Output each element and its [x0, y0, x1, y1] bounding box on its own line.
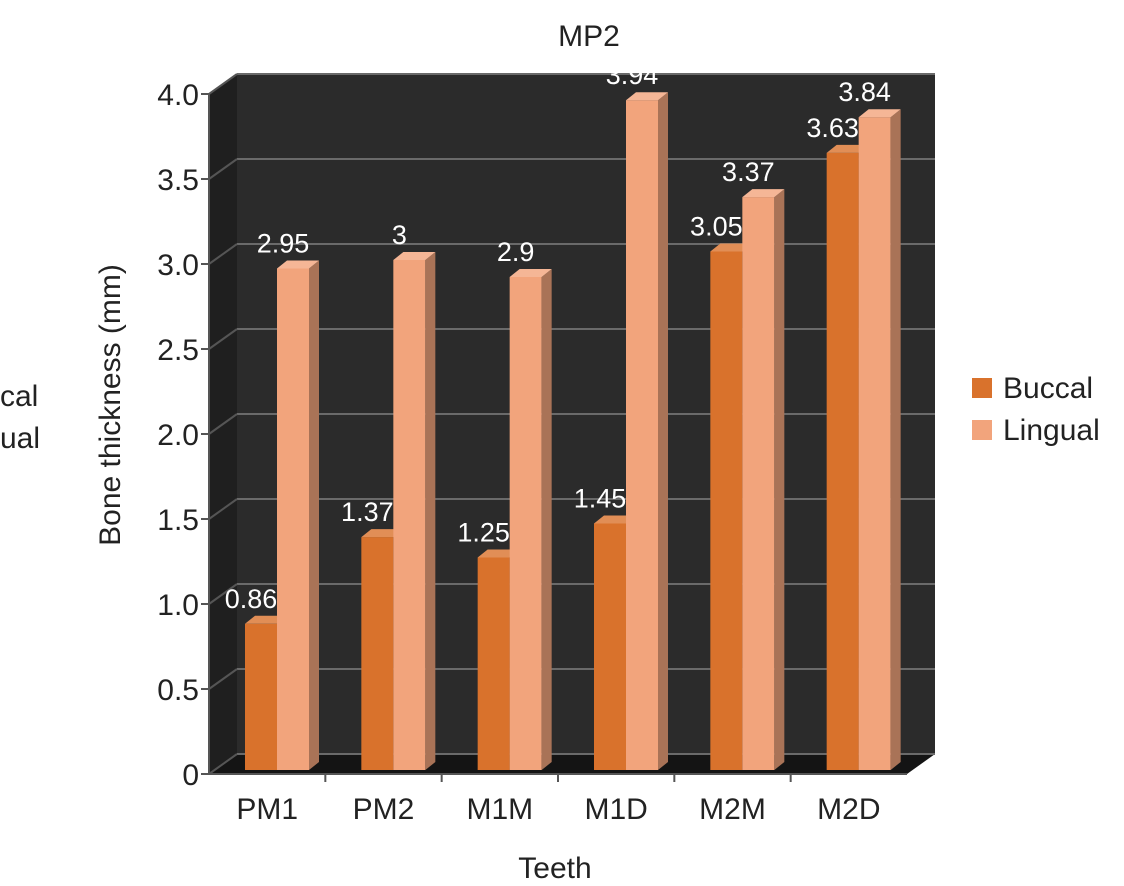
bar-front	[826, 152, 859, 770]
data-label: 3.37	[722, 157, 775, 187]
legend: Buccal Lingual	[972, 372, 1100, 447]
y-tick-label: 0.5	[157, 674, 199, 707]
bar-front	[509, 277, 542, 770]
y-tick-label: 4.0	[157, 79, 199, 112]
bar-front	[393, 260, 426, 770]
gridline-side	[208, 328, 238, 350]
y-tick-label: 1.0	[157, 589, 199, 622]
gridline-side	[208, 668, 238, 690]
bar-lingual-m2d	[858, 109, 901, 770]
gridline-side	[208, 73, 238, 95]
y-tick-label: 3.0	[157, 249, 199, 282]
y-tick-label: 2.0	[157, 419, 199, 452]
bar-side	[774, 189, 785, 771]
plot-area: 0 0.5 1.0 1.5 2.0 2.5 3.0 3.5 4.0 PM1 0.86 2.95 PM2 1…	[157, 60, 935, 826]
bar-side	[658, 92, 668, 770]
data-label: 2.9	[497, 237, 535, 267]
legend-swatch-buccal	[972, 378, 992, 398]
x-tick-label: M1D	[584, 793, 647, 826]
x-tick-label: M1M	[466, 793, 533, 826]
gridline-side	[208, 413, 238, 435]
bar-lingual-pm1	[277, 260, 319, 770]
data-label: 1.25	[457, 518, 510, 548]
data-label: 1.45	[574, 484, 627, 514]
bar-front	[626, 100, 658, 770]
bar-front	[710, 251, 743, 770]
gridline-side	[208, 158, 238, 180]
x-tick-label: PM1	[236, 793, 298, 826]
bar-front	[858, 117, 891, 770]
legend-label-lingual: Lingual	[1003, 414, 1100, 447]
bar-top	[393, 252, 436, 260]
legend-label-buccal: Buccal	[1003, 372, 1093, 405]
data-label: 1.37	[341, 497, 394, 527]
bar-front	[477, 557, 510, 770]
bar-lingual-m2m	[742, 189, 785, 771]
bar-top	[509, 269, 552, 277]
x-tick-label: M2M	[699, 793, 766, 826]
gridline-side	[208, 753, 238, 775]
bar-lingual-m1d	[626, 92, 668, 770]
y-tick-label: 1.5	[157, 504, 199, 537]
bar-top	[361, 529, 404, 538]
data-label: 3.05	[690, 212, 743, 242]
bar-top	[477, 549, 520, 558]
bar-top	[277, 260, 319, 269]
y-tick-label: 2.5	[157, 334, 199, 367]
bar-lingual-m1m	[509, 269, 552, 770]
y-axis-title: Bone thickness (mm)	[94, 264, 127, 546]
bar-top	[710, 243, 753, 252]
legend-swatch-lingual	[972, 420, 992, 440]
data-label: 3.94	[606, 60, 659, 90]
y-tick-label: 3.5	[157, 164, 199, 197]
x-axis-title: Teeth	[518, 852, 591, 885]
x-tick-label: PM2	[353, 793, 415, 826]
left-cutoff-legend-lingual: ual	[0, 422, 41, 455]
gridline-side	[208, 243, 238, 265]
bar-top	[594, 515, 636, 524]
gridline-side	[208, 498, 238, 520]
bar-side	[541, 269, 552, 770]
x-tick-label: M2D	[817, 793, 880, 826]
bar-side	[425, 252, 436, 770]
data-label: 2.95	[257, 229, 310, 259]
data-label: 3.63	[806, 113, 859, 143]
bar-front	[277, 268, 309, 770]
bar-top	[826, 144, 869, 153]
y-tick-label: 0	[182, 759, 199, 792]
gridline-side	[208, 583, 238, 605]
data-label: 0.86	[225, 584, 278, 614]
bar-top	[858, 109, 901, 118]
bar-lingual-pm2	[393, 252, 436, 770]
bar-front	[245, 623, 277, 770]
left-cutoff-legend-buccal: cal	[0, 380, 39, 413]
chart-title: MP2	[558, 20, 620, 53]
bar-front	[594, 523, 626, 770]
data-label: 3	[392, 220, 407, 250]
data-label: 3.84	[838, 77, 891, 107]
bar-side	[890, 109, 901, 770]
bar-top	[626, 92, 668, 101]
bar-front	[361, 537, 394, 770]
bar-front	[742, 197, 775, 771]
bar-top	[742, 189, 785, 198]
bar-top	[245, 615, 287, 624]
bar-side	[309, 260, 319, 770]
